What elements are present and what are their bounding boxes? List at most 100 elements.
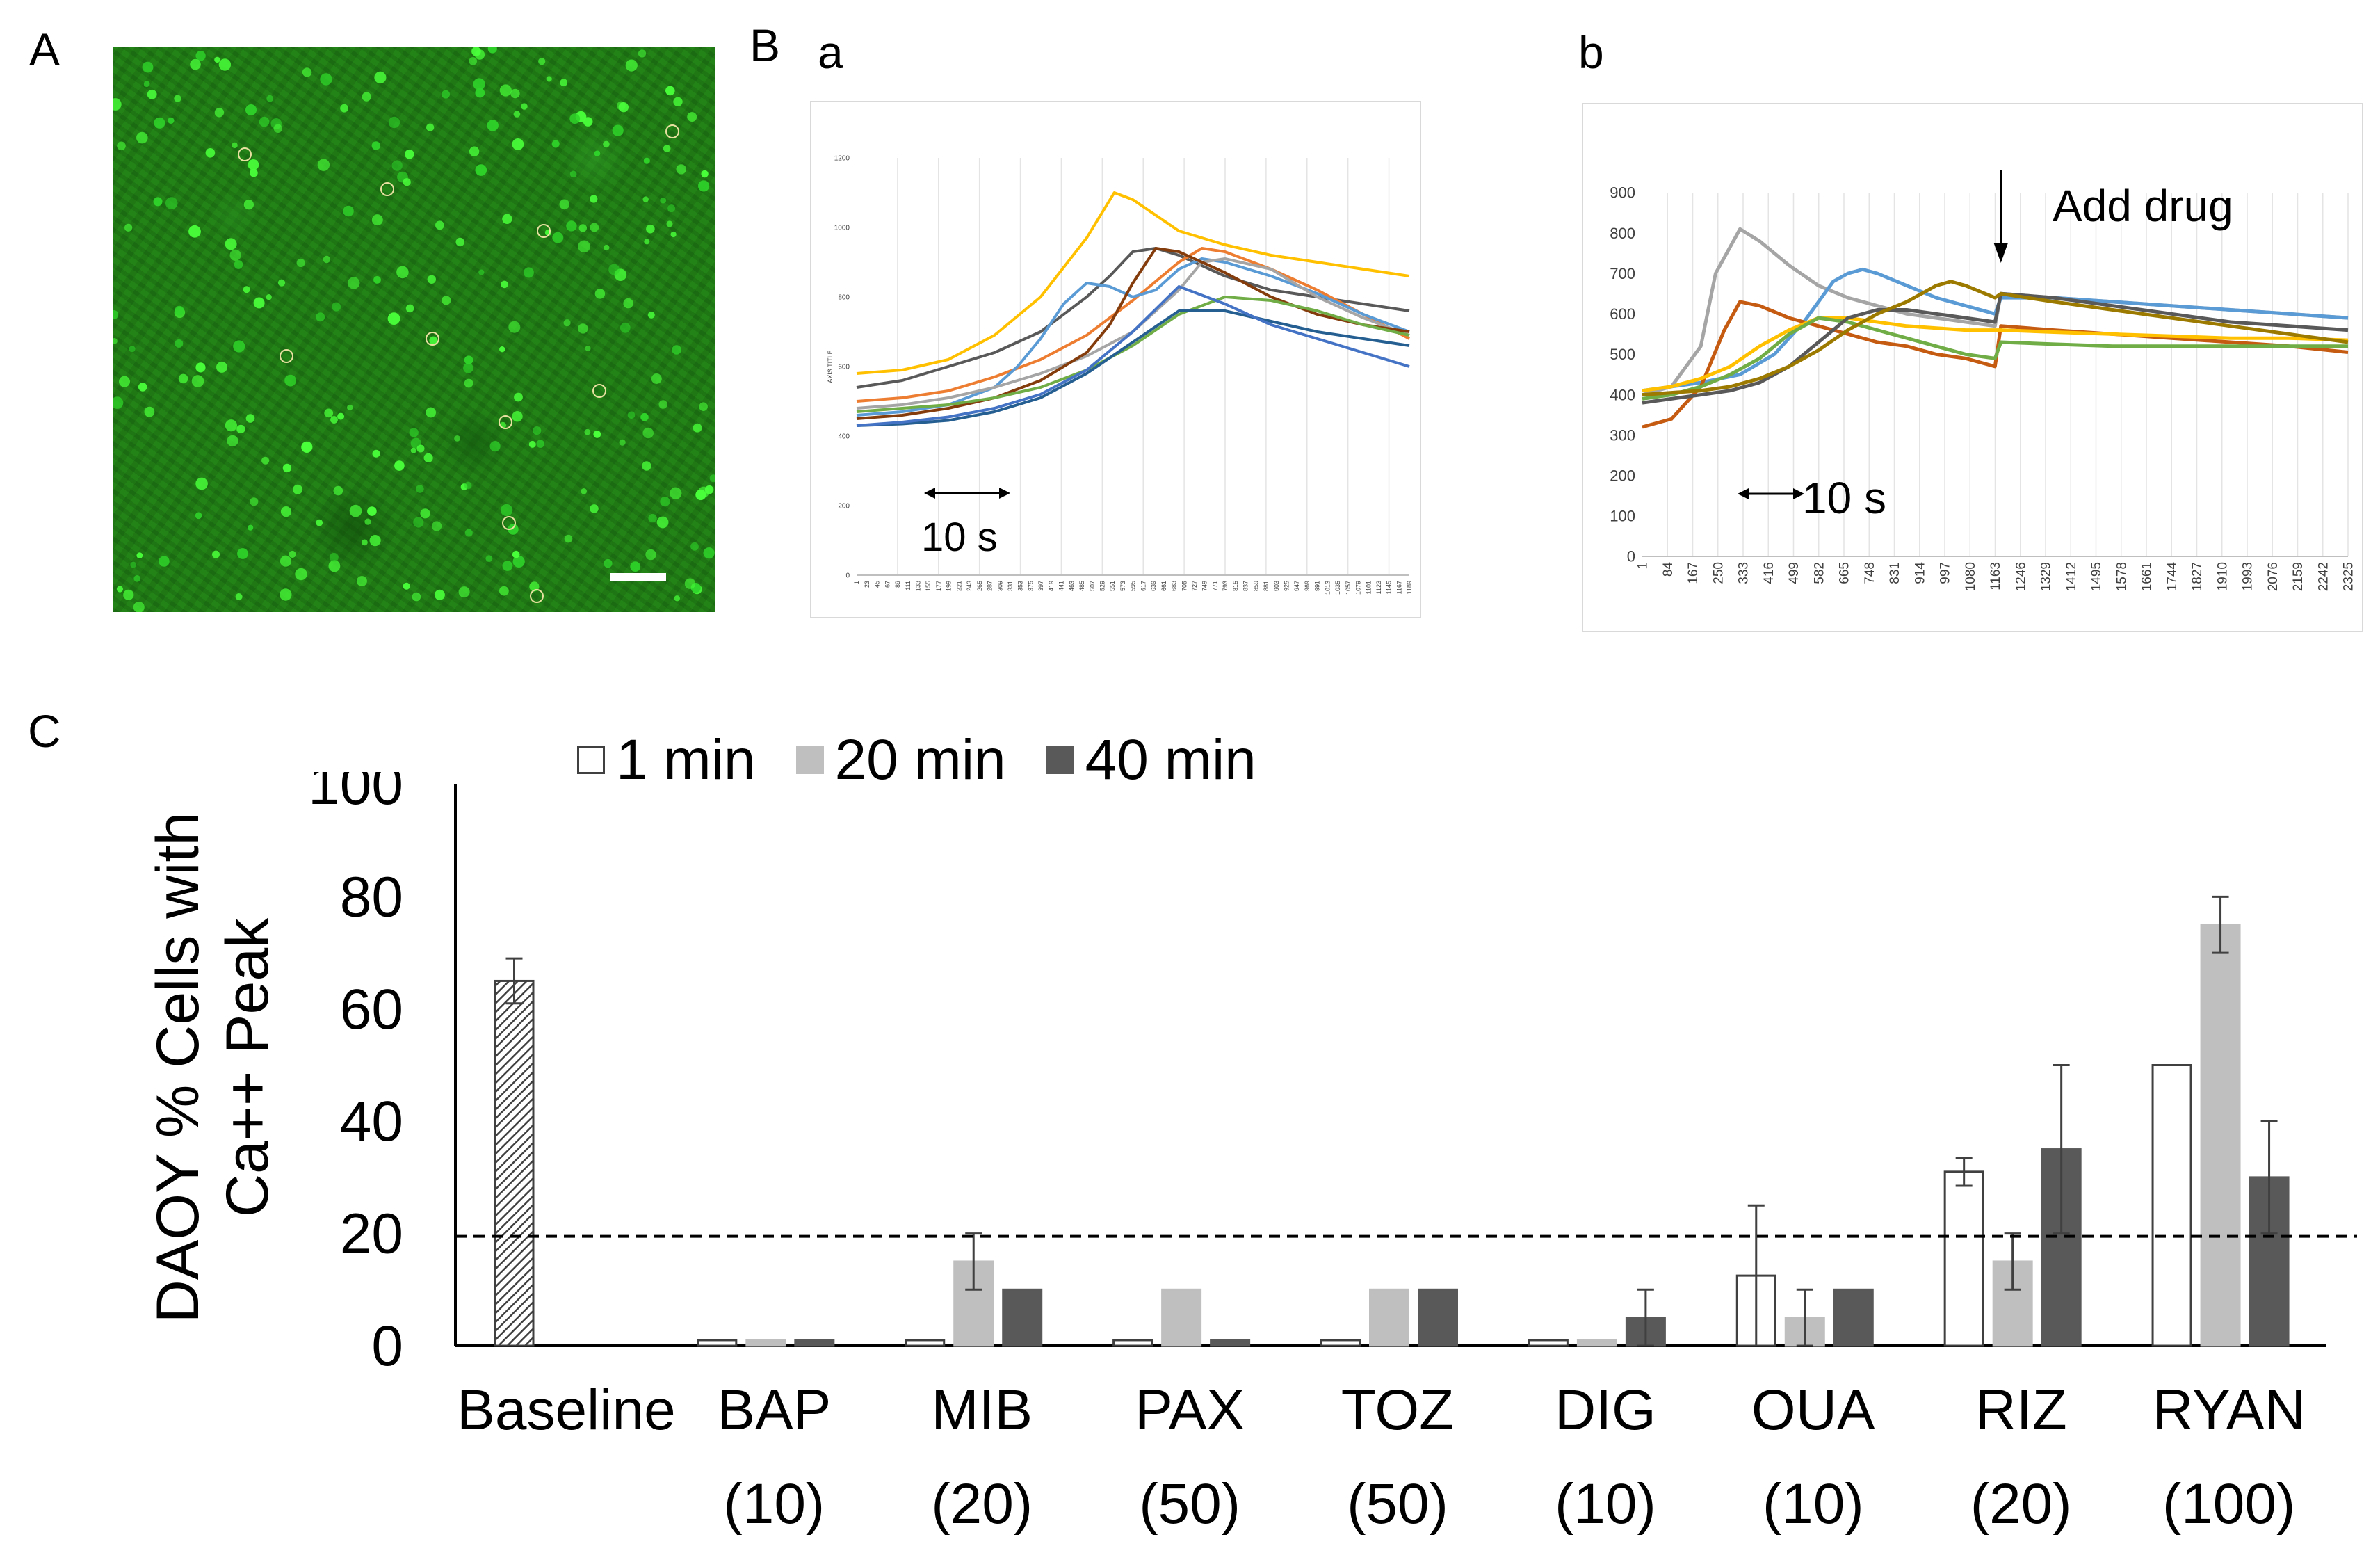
cell-nucleus: [329, 552, 339, 562]
x-tick-label: 84: [1661, 562, 1676, 577]
bar-baseline: [494, 979, 535, 1347]
cell-nucleus: [236, 424, 245, 434]
y-tick-label: 300: [1610, 426, 1635, 444]
x-tick-label: 771: [1211, 581, 1218, 591]
cell-nucleus: [487, 47, 497, 54]
cell-nucleus: [620, 322, 631, 333]
add-drug-annotation: Add drug: [2053, 181, 2233, 231]
cell-nucleus: [569, 113, 581, 124]
x-tick-label: 1: [853, 581, 860, 584]
cell-nucleus: [608, 264, 620, 275]
cell-nucleus: [642, 196, 649, 202]
cell-nucleus: [277, 279, 286, 287]
cell-nucleus: [147, 89, 157, 99]
cell-nucleus: [178, 373, 188, 384]
trace-line: [1642, 267, 2349, 393]
cell-nucleus: [245, 104, 257, 115]
cell-nucleus: [396, 266, 409, 279]
cell-nucleus: [116, 586, 123, 593]
cell-nucleus: [159, 556, 170, 567]
cell-nucleus: [420, 508, 430, 519]
cell-nucleus: [374, 71, 387, 83]
trace-line: [1642, 316, 2348, 401]
x-tick-label: 243: [966, 581, 973, 591]
cell-nucleus: [551, 140, 560, 148]
category-label: TOZ: [1341, 1378, 1454, 1442]
cell-nucleus: [674, 595, 680, 602]
cell-nucleus: [153, 197, 163, 207]
cell-nucleus: [642, 461, 651, 471]
cell-nucleus: [487, 120, 499, 131]
cell-nucleus: [113, 98, 122, 111]
cell-nucleus: [442, 90, 450, 99]
category-label: RIZ: [1975, 1378, 2067, 1442]
cell-nucleus: [117, 141, 126, 151]
cell-nucleus: [640, 412, 649, 421]
roi-marker: [380, 182, 394, 196]
cell-nucleus: [364, 518, 371, 525]
category-label: RYAN: [2152, 1378, 2305, 1442]
y-tick-label: 40: [340, 1090, 403, 1153]
cell-nucleus: [388, 116, 400, 129]
cell-nucleus: [489, 441, 501, 452]
cell-nucleus: [426, 407, 436, 418]
cell-nucleus: [564, 534, 573, 543]
y-tick-label: 800: [1610, 225, 1635, 242]
x-tick-label: 997: [1938, 562, 1953, 584]
x-tick-label: 582: [1812, 562, 1827, 584]
cell-nucleus: [464, 529, 473, 537]
trace-line: [1642, 280, 2349, 397]
legend-label-40min: 40 min: [1085, 728, 1256, 791]
cell-nucleus: [371, 214, 383, 226]
cell-nucleus: [333, 485, 343, 496]
cell-nucleus: [136, 552, 143, 558]
cell-nucleus: [473, 78, 485, 90]
cell-nucleus: [454, 435, 460, 442]
cell-nucleus: [243, 200, 254, 210]
scale-arrow-head-right: [999, 488, 1010, 499]
cell-nucleus: [410, 447, 416, 453]
cell-nucleus: [348, 277, 360, 289]
cell-nucleus: [523, 267, 534, 278]
cell-nucleus: [130, 561, 137, 568]
bar: [1576, 1339, 1617, 1347]
x-tick-label: 749: [1201, 581, 1208, 591]
y-tick-label: 1000: [834, 225, 850, 232]
scale-arrow-head-left: [924, 488, 935, 499]
trace-line: [856, 191, 1410, 375]
cell-nucleus: [464, 355, 473, 364]
y-axis-title-line: Ca++ Peak: [214, 917, 281, 1217]
cell-nucleus: [340, 104, 348, 113]
cell-nucleus: [528, 440, 536, 448]
category-label: DIG: [1555, 1378, 1656, 1442]
x-tick-label: 89: [894, 581, 901, 588]
x-tick-label: 1578: [2114, 562, 2129, 591]
cell-nucleus: [660, 197, 667, 204]
y-tick-label: 400: [838, 433, 850, 441]
x-tick-label: 1167: [1395, 581, 1402, 594]
x-tick-label: 375: [1027, 581, 1034, 591]
x-tick-label: 2242: [2316, 562, 2331, 591]
category-dose-label: (100): [2162, 1472, 2295, 1536]
cell-nucleus: [123, 589, 134, 600]
legend-swatch-40min: [1046, 746, 1074, 774]
bar: [2151, 1064, 2192, 1347]
cell-nucleus: [362, 539, 368, 546]
cell-nucleus: [144, 406, 155, 417]
cell-nucleus: [559, 199, 570, 210]
y-tick-label: 400: [1610, 386, 1635, 403]
category-label: BAP: [717, 1378, 831, 1442]
x-tick-label: 507: [1089, 581, 1096, 591]
y-tick-label: 100: [308, 772, 403, 816]
x-tick-label: 748: [1863, 562, 1877, 584]
roi-marker: [280, 349, 293, 363]
cell-nucleus: [245, 414, 255, 423]
bar: [745, 1339, 786, 1347]
x-tick-label: 167: [1686, 562, 1701, 584]
cell-nucleus: [563, 319, 571, 327]
cell-nucleus: [604, 558, 613, 568]
x-tick-label: 1079: [1355, 581, 1362, 595]
trace-line: [1642, 291, 2349, 405]
roi-marker: [665, 124, 679, 138]
cell-nucleus: [317, 159, 330, 171]
